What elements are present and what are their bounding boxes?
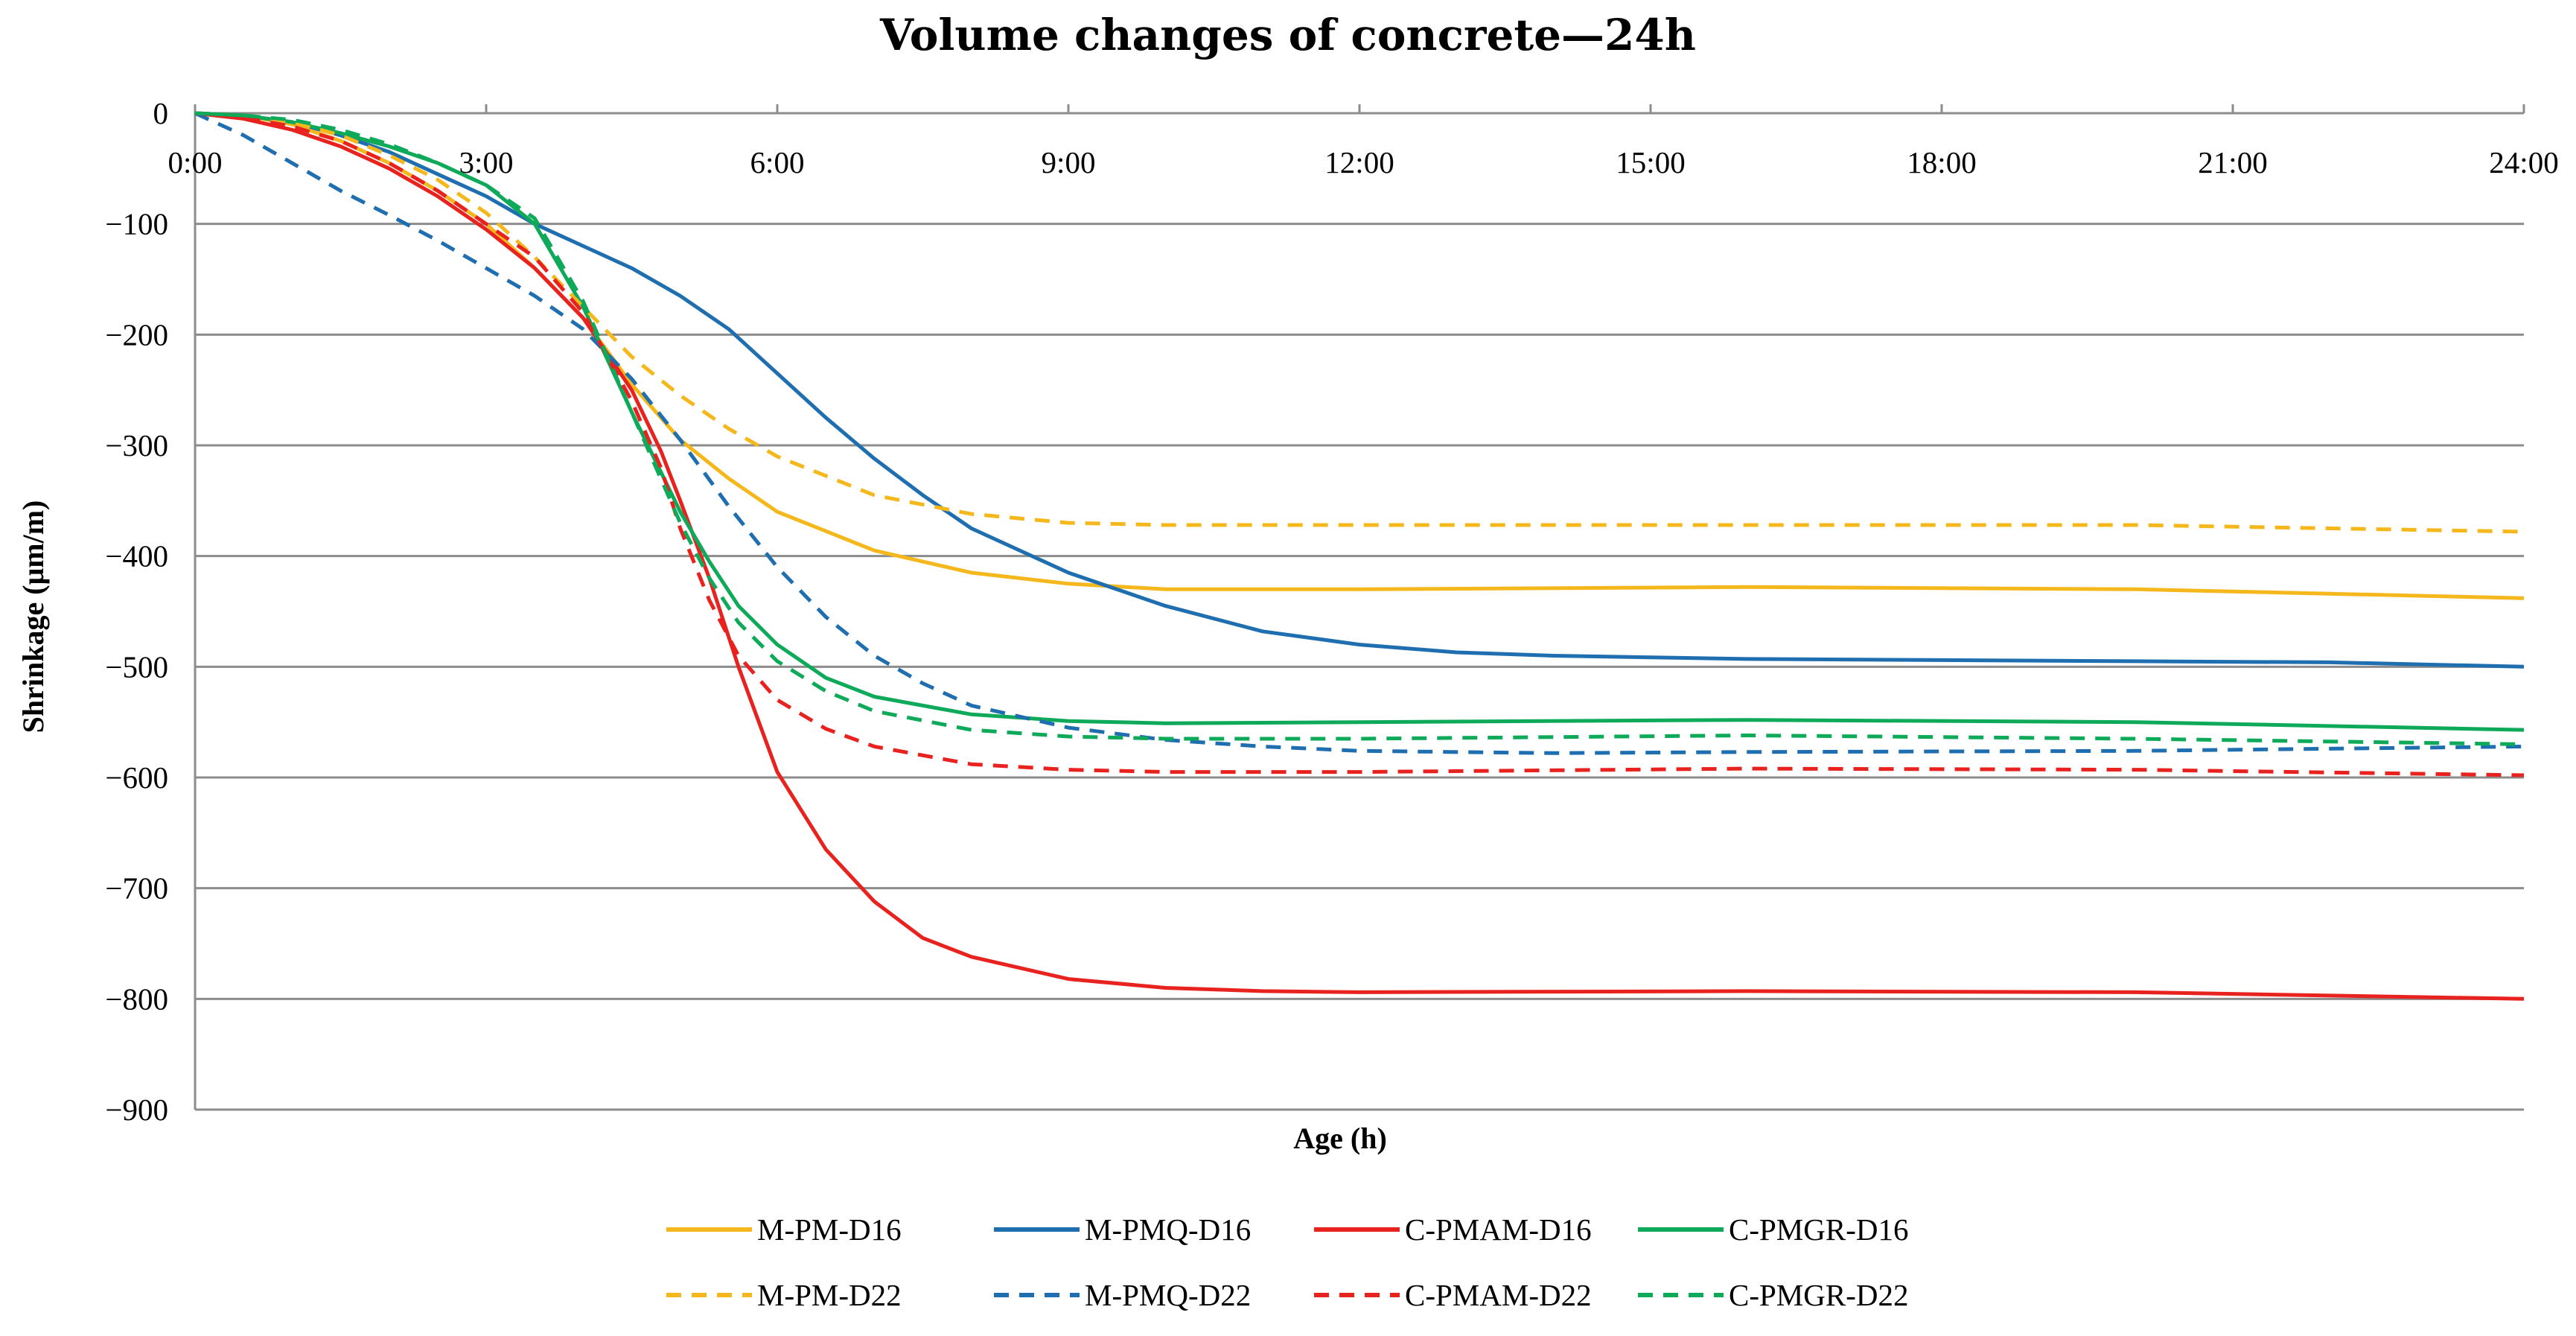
x-tick-label: 9:00 (1042, 145, 1096, 179)
y-tick-label: −100 (105, 207, 168, 241)
y-tick-label: −400 (105, 539, 168, 573)
y-tick-label: −800 (105, 982, 168, 1016)
y-tick-label: −200 (105, 317, 168, 352)
legend-label-c-pmgr-d22: C-PMGR-D22 (1729, 1278, 1908, 1312)
legend-label-c-pmam-d22: C-PMAM-D22 (1405, 1278, 1592, 1312)
x-tick-label: 6:00 (750, 145, 805, 179)
legend-label-m-pmq-d22: M-PMQ-D22 (1085, 1278, 1251, 1312)
y-tick-label: −500 (105, 649, 168, 684)
y-tick-label: −600 (105, 760, 168, 795)
y-tick-label: −300 (105, 428, 168, 462)
x-tick-label: 0:00 (168, 145, 223, 179)
x-tick-label: 12:00 (1324, 145, 1394, 179)
x-axis-label: Age (h) (1293, 1122, 1387, 1155)
x-tick-label: 24:00 (2489, 145, 2558, 179)
y-tick-label: −700 (105, 871, 168, 906)
chart-title: Volume changes of concrete—24h (879, 10, 1696, 60)
grid-layer (195, 112, 2524, 1111)
series-line-c-pmgr-d16 (194, 111, 2525, 732)
axis-layer: 0 −100 −200 −300 −400 −500 −600 −700 −800 −900 0:0… (105, 96, 2558, 1127)
series-line-m-pm-d22 (194, 111, 2525, 534)
x-tick-label: 21:00 (2198, 145, 2267, 179)
legend: M-PM-D16 M-PMQ-D16 C-PMAM-D16 C-PMGR-D16 M-P… (666, 1212, 1908, 1312)
x-tick-label: 15:00 (1616, 145, 1685, 179)
series-line-m-pmq-d16 (194, 111, 2525, 669)
y-tick-label: 0 (153, 96, 169, 130)
x-tick-label: 3:00 (459, 145, 514, 179)
y-tick-label: −900 (105, 1092, 168, 1127)
legend-label-m-pmq-d16: M-PMQ-D16 (1085, 1212, 1251, 1247)
series-line-c-pmgr-d22 (194, 111, 2525, 746)
legend-label-m-pm-d16: M-PM-D16 (757, 1212, 902, 1247)
legend-label-c-pmgr-d16: C-PMGR-D16 (1729, 1212, 1908, 1247)
legend-label-m-pm-d22: M-PM-D22 (757, 1278, 902, 1312)
y-axis-label: Shrinkage (μm/m) (16, 500, 50, 734)
series-line-c-pmam-d16 (194, 111, 2525, 1001)
series-line-c-pmam-d22 (194, 111, 2525, 777)
series-layer (194, 111, 2525, 1001)
legend-label-c-pmam-d16: C-PMAM-D16 (1405, 1212, 1592, 1247)
x-tick-label: 18:00 (1907, 145, 1976, 179)
